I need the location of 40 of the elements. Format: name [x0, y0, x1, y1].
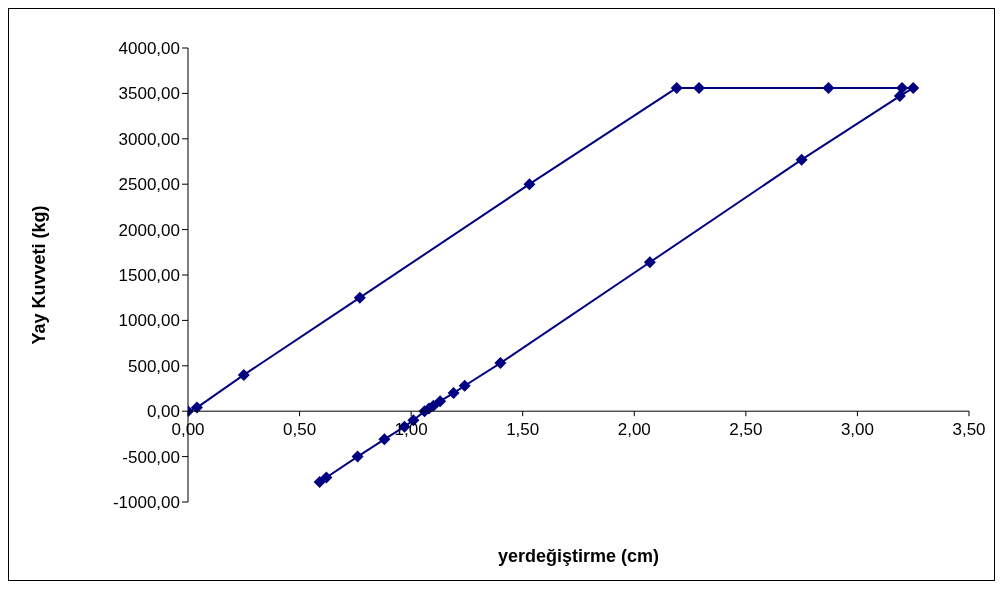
x-tick-label: 0,00	[171, 420, 205, 440]
point	[353, 291, 366, 304]
y-tick-label: -500,00	[122, 447, 180, 467]
point	[237, 368, 250, 381]
point	[523, 178, 536, 191]
point	[795, 153, 808, 166]
point	[907, 81, 920, 94]
x-tick-label: 3,50	[952, 420, 986, 440]
y-tick-label: 0,00	[146, 402, 180, 422]
y-tick-label: 4000,00	[118, 39, 180, 59]
x-tick-label: 2,50	[729, 420, 763, 440]
y-tick-label: 2000,00	[118, 220, 180, 240]
point	[320, 471, 333, 484]
point	[190, 401, 203, 414]
y-tick-label: 2500,00	[118, 175, 180, 195]
point	[458, 379, 471, 392]
y-tick-label: 1000,00	[118, 311, 180, 331]
x-tick-label: 3,00	[840, 420, 874, 440]
point	[643, 256, 656, 269]
point	[494, 357, 507, 370]
x-tick-label: 1,50	[506, 420, 540, 440]
y-tick-label: -1000,00	[112, 493, 180, 513]
point	[670, 81, 683, 94]
point	[693, 81, 705, 94]
point	[822, 81, 835, 94]
point	[313, 476, 326, 489]
x-tick-label: 2,00	[617, 420, 651, 440]
point	[351, 450, 364, 463]
y-tick-label: 3000,00	[118, 129, 180, 149]
y-tick-label: 3500,00	[118, 84, 180, 104]
point	[378, 433, 391, 446]
y-axis-title: Yay Kuvveti (kg)	[29, 205, 50, 345]
x-axis-title: yerdeğiştirme (cm)	[497, 546, 660, 566]
x-tick-label: 1,00	[394, 420, 428, 440]
point	[893, 90, 906, 103]
point	[447, 387, 460, 400]
point	[434, 395, 447, 408]
y-tick-label: 500,00	[128, 356, 180, 376]
x-tick-label: 0,50	[283, 420, 317, 440]
y-tick-label: 1500,00	[118, 266, 180, 286]
